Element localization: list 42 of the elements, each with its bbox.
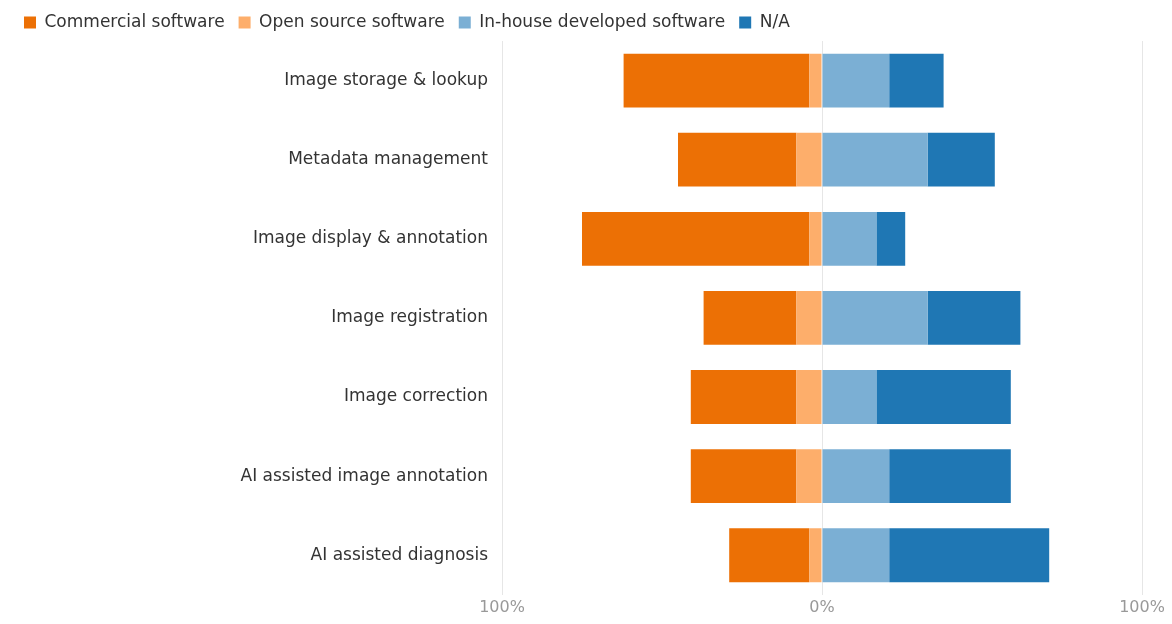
bar <box>822 370 877 424</box>
bar <box>889 528 1050 583</box>
bar <box>809 53 822 108</box>
bar <box>876 370 1011 424</box>
bar <box>796 291 822 345</box>
bar <box>822 132 928 187</box>
bar <box>678 132 797 187</box>
y-tick-label: Image storage & lookup <box>284 68 488 89</box>
bar <box>822 291 928 345</box>
bar <box>822 528 890 583</box>
bar <box>796 132 822 187</box>
bar <box>809 528 822 583</box>
legend-label: N/A <box>759 10 791 31</box>
legend-label: In-house developed software <box>479 10 726 31</box>
bar <box>822 449 890 504</box>
bar <box>822 53 890 108</box>
y-tick-label: Image display & annotation <box>252 227 488 248</box>
y-tick-label: Image correction <box>343 385 488 406</box>
bar <box>623 53 810 108</box>
bar <box>690 449 797 504</box>
y-tick-label: Metadata management <box>288 148 489 169</box>
bar <box>809 211 822 266</box>
x-tick-label: 0% <box>809 596 835 616</box>
bar <box>927 132 995 187</box>
bar <box>703 291 797 345</box>
bar <box>729 528 810 583</box>
x-tick-label: 100% <box>1119 596 1165 616</box>
bar <box>889 449 1011 504</box>
bar <box>876 211 906 266</box>
bar <box>796 370 822 424</box>
bar <box>822 211 877 266</box>
legend-label: Open source software <box>259 10 445 31</box>
x-tick-label: 100% <box>479 596 525 616</box>
bar <box>582 211 810 266</box>
y-tick-label: AI assisted diagnosis <box>310 543 489 564</box>
legend-label: Commercial software <box>44 10 225 31</box>
bar <box>690 370 797 424</box>
bar <box>889 53 944 108</box>
y-tick-label: Image registration <box>331 306 488 327</box>
bar <box>927 291 1021 345</box>
y-tick-label: AI assisted image annotation <box>240 464 488 485</box>
bar <box>796 449 822 504</box>
